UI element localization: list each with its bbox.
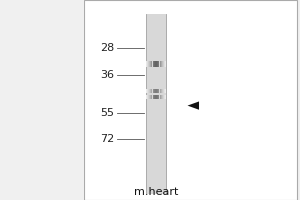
Text: 28: 28 <box>100 43 114 53</box>
Text: m.heart: m.heart <box>134 187 178 197</box>
Bar <box>84 0 297 200</box>
Bar <box>146 14 167 194</box>
Text: 72: 72 <box>100 134 114 144</box>
Text: 36: 36 <box>100 70 114 80</box>
Polygon shape <box>188 101 199 110</box>
Text: 55: 55 <box>100 108 114 118</box>
Bar <box>0 0 84 200</box>
